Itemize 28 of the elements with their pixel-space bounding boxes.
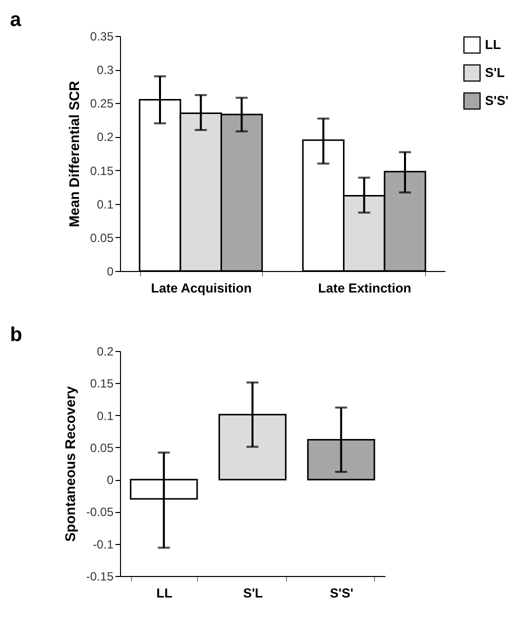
chart-title: b — [10, 324, 22, 346]
y-tick-label: 0.35 — [90, 30, 114, 44]
x-tick-label: Late Extinction — [318, 280, 412, 296]
y-tick-label: 0.05 — [90, 230, 114, 245]
y-tick-label: 0 — [106, 264, 114, 278]
y-tick-label: 0.25 — [90, 96, 114, 111]
legend-label: LL — [485, 37, 501, 52]
y-tick-label: 0.2 — [96, 130, 114, 144]
chart-title: a — [10, 9, 22, 31]
x-tick-label: S'L — [243, 586, 263, 600]
y-tick-label: -0.15 — [86, 570, 114, 584]
y-tick-label: 0.1 — [96, 197, 114, 212]
y-axis-title: Mean Differential SCR — [66, 80, 82, 228]
legend-label: S'S' — [485, 93, 509, 108]
x-tick-label: LL — [156, 586, 172, 600]
legend-label: S'L — [485, 65, 505, 80]
y-tick-label: 0.05 — [90, 440, 114, 455]
y-tick-label: 0.15 — [90, 164, 114, 178]
y-tick-label: -0.1 — [92, 537, 114, 552]
y-tick-label: 0 — [106, 473, 114, 488]
y-tick-label: 0.2 — [96, 344, 114, 358]
x-tick-label: Late Acquisition — [151, 280, 252, 296]
y-axis-title: Spontaneous Recovery — [62, 386, 78, 542]
y-tick-label: 0.15 — [90, 376, 114, 391]
y-tick-label: 0.1 — [96, 408, 114, 423]
y-tick-label: 0.3 — [96, 63, 114, 78]
y-tick-label: -0.05 — [86, 505, 114, 520]
x-tick-label: S'S' — [330, 586, 354, 600]
